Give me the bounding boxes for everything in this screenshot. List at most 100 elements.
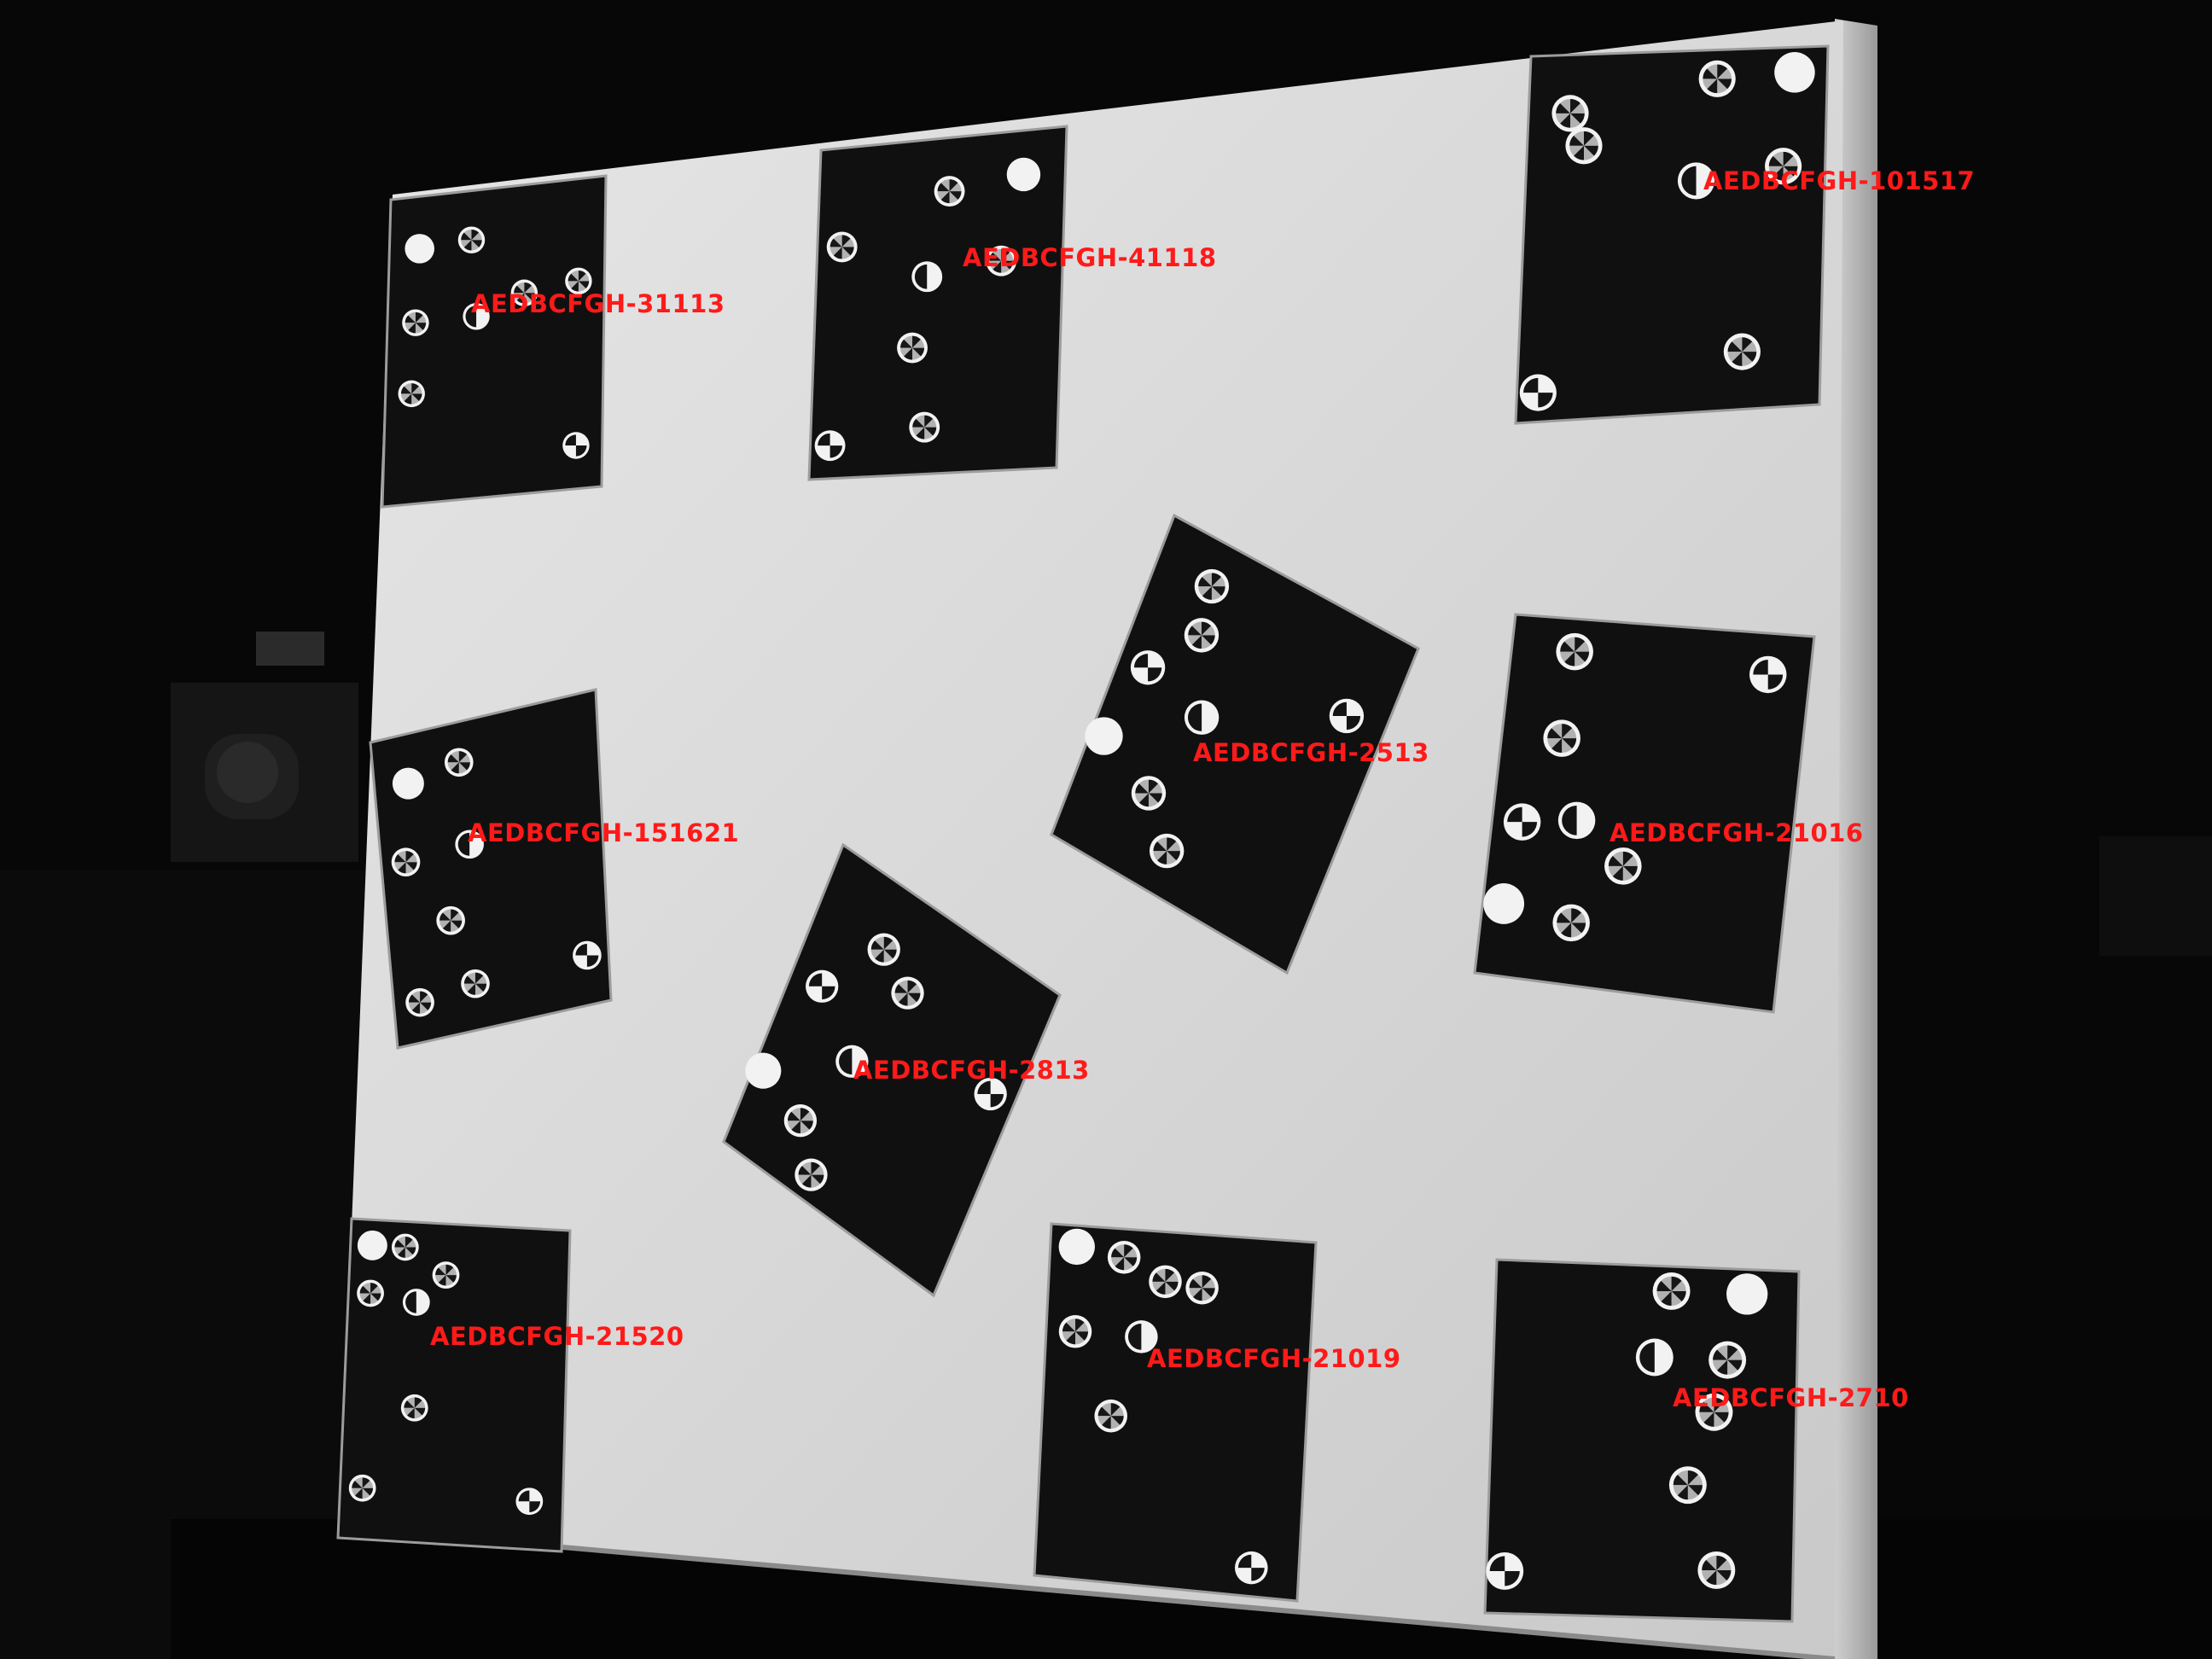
calibration-target [562,432,590,459]
calibration-target [400,1394,428,1422]
calibration-target [1184,700,1220,735]
calibration-target [402,309,429,336]
calibration-target [1130,650,1166,685]
calibration-target [1058,1315,1092,1348]
calibration-target [515,1487,544,1516]
detection-label: AEDBCFGH-2710 [1673,1383,1909,1412]
marker-panel [1483,1258,1801,1623]
detection-label: AEDBCFGH-2813 [853,1056,1090,1085]
calibration-target [835,1045,869,1078]
calibration-target [806,969,839,1003]
marker-panel [1473,613,1816,1014]
calibration-target [1107,1241,1141,1274]
detection-label: AEDBCFGH-21016 [1610,818,1864,847]
calibration-target [897,332,928,364]
marker-panel [369,688,613,1050]
calibration-target [463,303,490,330]
calibration-target [1565,127,1603,165]
calibration-target [1652,1272,1691,1310]
calibration-target [1551,95,1589,132]
calibration-target [436,905,465,935]
detection-label: AEDBCFGH-21520 [430,1322,684,1351]
calibration-target [398,380,425,408]
calibration-target [1774,52,1815,93]
detection-label: AEDBCFGH-41118 [963,243,1217,272]
calibration-target [392,767,424,800]
calibration-target [1668,1466,1707,1505]
calibration-target [814,430,846,462]
detection-label: AEDBCFGH-101517 [1703,166,1975,195]
calibration-target [1604,847,1642,885]
calibration-target [1149,1265,1182,1299]
board-side-edge [1835,19,1877,1659]
calibration-target [402,1289,430,1316]
calibration-target [357,1279,384,1307]
calibration-target [348,1474,376,1502]
calibration-target [1519,374,1557,411]
calibration-target [1503,803,1541,841]
calibration-target [1235,1551,1268,1585]
board-bottom-edge [339,1525,1836,1659]
calibration-target [457,226,486,253]
marker-panel [336,1217,572,1553]
marker-panels [336,44,1830,1623]
calibration-target [1726,1273,1768,1315]
calibration-target [461,969,490,998]
calibration-target [455,830,484,859]
calibration-target [1557,801,1596,840]
calibration-target [1697,1551,1736,1589]
calibration-target [1131,776,1167,811]
calibration-target [1085,717,1123,755]
calibration-target [826,231,858,263]
calibration-target [934,176,965,207]
calibration-target [1677,162,1715,200]
calibration-target [1708,1341,1747,1379]
calibration-target [357,1230,387,1260]
calibration-target [1184,618,1220,653]
calibration-target [1194,568,1230,604]
calibration-target [1635,1338,1674,1377]
marker-panel [1050,513,1420,975]
marker-panel [1033,1222,1318,1603]
calibration-target [1125,1320,1158,1353]
calibration-target [432,1261,460,1289]
calibration-target [867,933,900,966]
calibration-target [974,1077,1007,1111]
calibration-target [1006,157,1041,192]
calibration-target [1695,1393,1733,1431]
calibration-target [391,1233,419,1261]
detection-label: AEDBCFGH-2513 [1193,738,1429,767]
calibration-target [1765,148,1802,185]
detection-label: AEDBCFGH-151621 [468,818,739,847]
calibration-target [444,748,474,777]
calibration-target [1543,719,1580,757]
calibration-target [1185,1271,1219,1305]
calibration-target [1483,883,1525,924]
calibration-target [1486,1551,1524,1590]
detection-labels: AEDBCFGH-31113 AEDBCFGH-41118 AEDBCFGH-101… [430,166,1975,1412]
calibration-target [405,234,434,264]
calibration-target [573,940,602,970]
calibration-target [1149,833,1185,869]
calibration-target [1058,1228,1095,1266]
calibration-target [745,1052,782,1089]
calibration-target [1552,904,1590,942]
calibration-target [1749,655,1787,694]
calibration-target [795,1158,828,1191]
calibration-target [891,976,924,1010]
calibration-target [510,279,538,306]
calibration-target [1094,1399,1127,1433]
marker-panel [807,125,1068,481]
marker-panel [1514,44,1830,425]
calibration-target [1698,60,1736,97]
calibration-target [405,987,434,1017]
calibration-target [391,847,421,877]
marker-panel [381,174,608,509]
detection-label: AEDBCFGH-31113 [471,289,725,318]
calibration-target [986,245,1017,276]
calibration-target [911,261,943,293]
calibration-target [1723,333,1761,370]
marker-panel [722,842,1062,1298]
detection-label: AEDBCFGH-21019 [1147,1344,1401,1373]
